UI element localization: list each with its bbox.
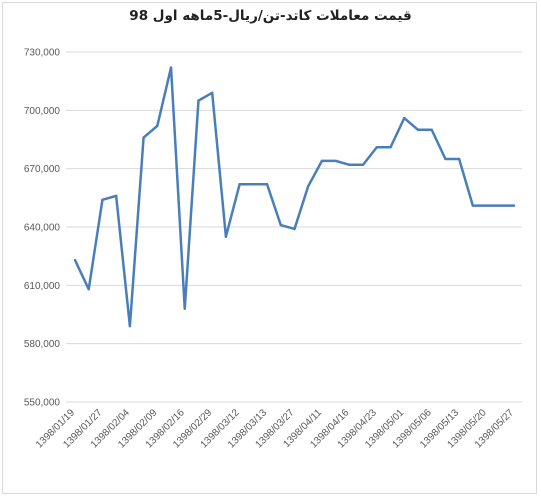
data-point: [471, 204, 475, 207]
data-point: [73, 258, 77, 262]
y-tick-label: 610,000: [24, 281, 61, 292]
chart-title: قیمت معاملات کاتد-تن/ریال-5ماهه اول 98: [129, 8, 412, 24]
data-point: [348, 163, 351, 166]
data-point: [361, 163, 365, 166]
y-tick-label: 580,000: [24, 339, 61, 350]
y-tick-label: 730,000: [24, 48, 61, 59]
data-point: [224, 235, 228, 238]
data-point: [444, 157, 447, 161]
data-point: [238, 183, 241, 186]
data-point: [430, 128, 433, 131]
data-point: [128, 324, 132, 328]
series-layer: [73, 66, 516, 328]
data-point: [389, 146, 392, 149]
x-axis: 1398/01/191398/01/271398/02/041398/02/09…: [34, 407, 516, 450]
data-point: [403, 116, 406, 120]
data-point: [197, 99, 200, 102]
y-tick-label: 550,000: [24, 398, 61, 409]
data-point: [169, 66, 173, 69]
chart-frame: [2, 2, 537, 494]
data-point: [293, 227, 296, 231]
data-point: [499, 204, 502, 207]
data-point: [114, 194, 118, 198]
data-point: [279, 223, 282, 227]
data-point: [87, 288, 90, 291]
data-point: [210, 91, 214, 95]
data-point: [416, 128, 420, 131]
data-point: [307, 184, 310, 188]
series-line: [73, 66, 514, 328]
data-point: [252, 183, 255, 186]
data-point: [512, 204, 516, 207]
y-tick-label: 670,000: [24, 164, 61, 175]
y-axis: 550,000 580,000 610,000 640,000 670,000 700,0…: [24, 48, 61, 409]
data-point: [457, 157, 461, 161]
data-point: [375, 146, 379, 149]
y-tick-label: 700,000: [24, 106, 61, 117]
data-point: [142, 136, 145, 139]
y-tick-label: 640,000: [24, 223, 61, 234]
data-point: [320, 159, 324, 163]
data-point: [334, 159, 337, 163]
data-point: [265, 183, 269, 186]
data-point: [485, 204, 488, 207]
data-point: [183, 307, 186, 310]
data-point: [101, 198, 104, 201]
data-point: [156, 124, 159, 128]
